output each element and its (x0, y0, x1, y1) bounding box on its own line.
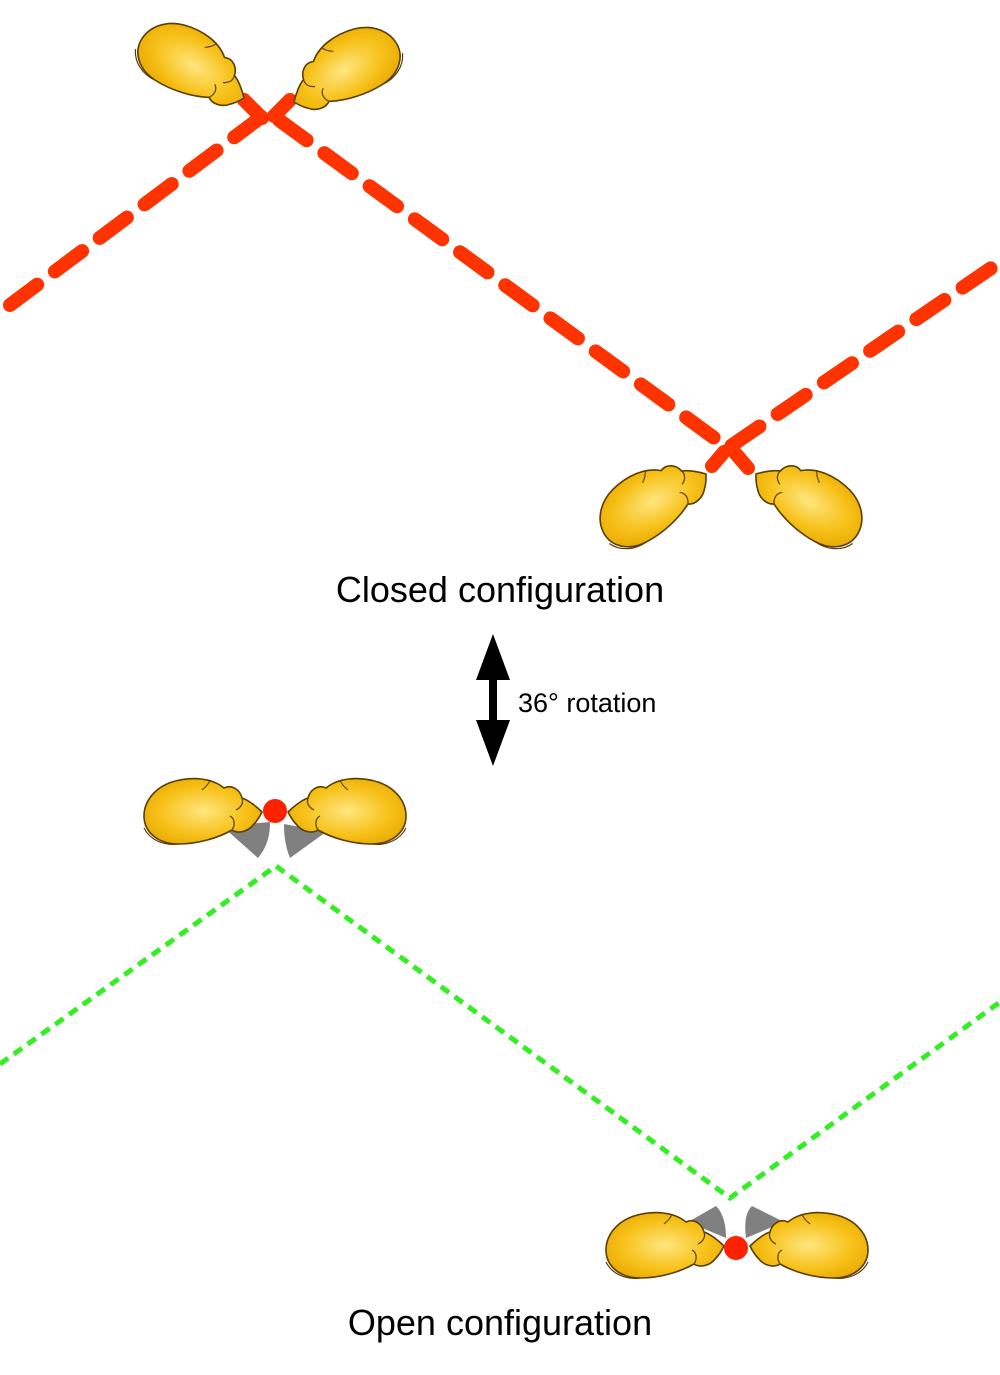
open-wedge-bottom-left (688, 1206, 726, 1238)
closed-molecule-bottom-right (739, 443, 877, 559)
open-binding-dot-top (263, 799, 287, 823)
closed-molecule-top-right (275, 10, 413, 131)
closed-cross-bottom-2 (729, 447, 755, 475)
open-dashed-line (0, 862, 1000, 1202)
closed-configuration-label: Closed configuration (336, 569, 664, 610)
open-wedge-bottom-right (745, 1206, 784, 1238)
rotation-label: 36° rotation (518, 688, 656, 718)
closed-cross-top-2 (267, 93, 297, 123)
open-binding-dot-bottom (724, 1236, 748, 1260)
closed-cross-top-1 (237, 93, 269, 125)
open-configuration: Open configuration (0, 777, 1000, 1343)
closed-cross-bottom-1 (705, 445, 731, 473)
rotation-indicator: 36° rotation (476, 634, 656, 766)
open-configuration-label: Open configuration (348, 1302, 652, 1343)
closed-molecule-bottom-left (585, 443, 723, 559)
closed-configuration: Closed configuration (3, 6, 1000, 610)
double-arrow-icon (476, 634, 510, 766)
closed-dashed-line (3, 93, 1000, 475)
open-wedge-top-right (284, 824, 326, 858)
closed-molecule-top-left (125, 6, 263, 127)
closed-zigzag-a (3, 103, 1000, 457)
open-zigzag (0, 862, 1000, 1202)
